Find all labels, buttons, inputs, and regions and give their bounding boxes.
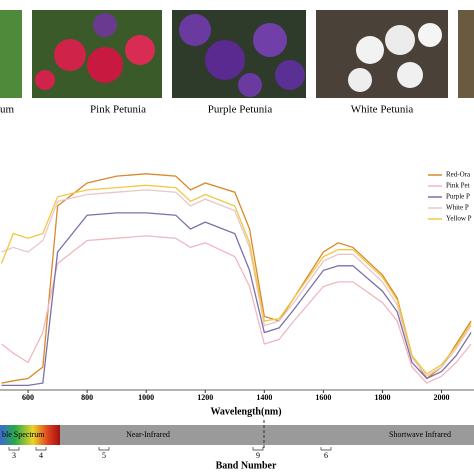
- series-line: [1, 212, 472, 387]
- x-tick-label: 1800: [374, 393, 390, 402]
- photo-caption: Pink Petunia: [90, 104, 146, 116]
- x-tick-label: 1200: [197, 393, 213, 402]
- infrared-band: [60, 425, 474, 445]
- legend-label: White P: [446, 204, 469, 212]
- legend-label: Red-Ora: [446, 171, 471, 179]
- band-bracket: [8, 447, 20, 451]
- band-bracket: [252, 447, 264, 451]
- x-tick-label: 2000: [434, 393, 450, 402]
- x-axis-label: Wavelength(nm): [210, 406, 281, 417]
- series-line: [1, 235, 472, 384]
- band-bracket: [320, 447, 332, 451]
- x-tick-label: 800: [81, 393, 93, 402]
- visible-band: [0, 425, 60, 445]
- legend-label: Purple P: [446, 193, 470, 201]
- photo: [458, 10, 474, 98]
- series-line: [1, 173, 472, 384]
- region-label: Near-Infrared: [126, 430, 170, 439]
- region-label: Shortwave Infrared: [389, 430, 451, 439]
- series-line: [1, 189, 472, 378]
- legend-label: Pink Pet: [446, 182, 470, 190]
- x-tick-label: 1600: [315, 393, 331, 402]
- x-tick-label: 600: [22, 393, 34, 402]
- band-label: 5: [102, 451, 106, 460]
- band-label: 6: [324, 451, 328, 460]
- photo-caption: Purple Petunia: [208, 104, 273, 116]
- band-label: 4: [39, 451, 43, 460]
- x-tick-label: 1400: [256, 393, 272, 402]
- x-tick-label: 1000: [138, 393, 154, 402]
- photo: [0, 10, 22, 98]
- band-label: 3: [12, 451, 16, 460]
- legend-label: Yellow P: [446, 215, 472, 223]
- series-line: [0, 184, 472, 375]
- band-bracket: [35, 447, 47, 451]
- photo-caption: White Petunia: [351, 104, 414, 116]
- band-title: Band Number: [216, 460, 277, 471]
- band-bracket: [98, 447, 110, 451]
- photo-caption: um: [0, 104, 15, 116]
- region-label: ble Spectrum: [2, 430, 45, 439]
- photos: um Pink Petunia Purple Petunia White Pet…: [0, 10, 474, 116]
- band-label: 9: [256, 451, 260, 460]
